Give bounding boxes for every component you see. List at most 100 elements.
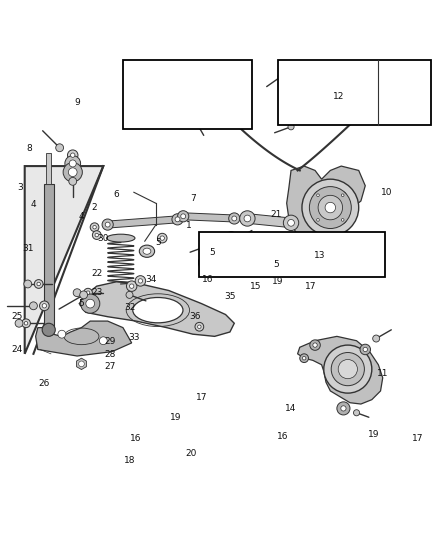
Circle shape — [181, 214, 186, 219]
Text: 16: 16 — [130, 434, 142, 443]
Circle shape — [81, 294, 100, 313]
Text: 28: 28 — [104, 350, 116, 359]
Circle shape — [69, 177, 77, 185]
Circle shape — [95, 233, 99, 237]
Text: 17: 17 — [412, 434, 424, 443]
Circle shape — [389, 86, 403, 100]
Polygon shape — [77, 358, 86, 369]
Circle shape — [130, 284, 134, 288]
Text: 22: 22 — [91, 269, 102, 278]
Text: 12: 12 — [333, 92, 345, 101]
Ellipse shape — [106, 234, 135, 242]
Circle shape — [278, 74, 284, 79]
Circle shape — [67, 150, 78, 160]
Circle shape — [204, 258, 212, 267]
Circle shape — [142, 68, 148, 75]
Circle shape — [244, 215, 251, 222]
Circle shape — [230, 92, 239, 101]
Circle shape — [314, 216, 321, 223]
Text: 19: 19 — [272, 277, 284, 286]
Circle shape — [224, 98, 230, 103]
Bar — [278, 60, 431, 125]
Circle shape — [302, 179, 359, 236]
Circle shape — [279, 91, 294, 107]
Text: 34: 34 — [146, 275, 157, 284]
Circle shape — [195, 322, 204, 331]
Text: 19: 19 — [368, 430, 380, 439]
Text: 2: 2 — [92, 203, 97, 212]
Circle shape — [314, 192, 321, 199]
Text: 16: 16 — [202, 275, 214, 284]
Text: 4: 4 — [79, 212, 84, 221]
Circle shape — [84, 288, 92, 297]
Circle shape — [283, 215, 299, 231]
Circle shape — [150, 115, 153, 118]
Circle shape — [92, 231, 101, 239]
Circle shape — [198, 325, 201, 328]
Circle shape — [42, 304, 46, 308]
Circle shape — [15, 319, 23, 327]
Circle shape — [147, 112, 155, 121]
Circle shape — [233, 94, 236, 98]
Bar — [199, 231, 385, 277]
Ellipse shape — [139, 245, 155, 257]
Circle shape — [56, 144, 64, 152]
Circle shape — [233, 240, 240, 246]
Circle shape — [393, 90, 399, 96]
Circle shape — [324, 345, 372, 393]
Polygon shape — [107, 216, 178, 228]
Circle shape — [341, 219, 344, 221]
Text: 9: 9 — [74, 98, 80, 107]
Text: 32: 32 — [124, 303, 135, 312]
Circle shape — [363, 348, 367, 352]
Circle shape — [157, 233, 167, 243]
Circle shape — [317, 194, 319, 197]
Text: 24: 24 — [12, 345, 23, 354]
Ellipse shape — [133, 297, 183, 323]
Circle shape — [127, 281, 137, 292]
Circle shape — [71, 153, 75, 157]
Circle shape — [360, 344, 371, 354]
Text: 33: 33 — [128, 333, 140, 342]
Circle shape — [229, 235, 233, 239]
Circle shape — [34, 280, 43, 288]
Circle shape — [331, 352, 364, 386]
Circle shape — [302, 357, 306, 360]
Circle shape — [24, 321, 28, 325]
Circle shape — [138, 279, 143, 283]
Circle shape — [374, 238, 377, 241]
Text: 7: 7 — [190, 195, 196, 203]
Text: 19: 19 — [170, 413, 181, 422]
Circle shape — [353, 410, 360, 416]
Text: 1: 1 — [186, 221, 191, 230]
Circle shape — [314, 234, 321, 240]
Circle shape — [73, 289, 81, 297]
Bar — [44, 183, 53, 330]
Circle shape — [24, 280, 32, 288]
Circle shape — [334, 66, 344, 77]
Text: 35: 35 — [224, 292, 236, 301]
Circle shape — [313, 343, 317, 348]
Polygon shape — [206, 256, 371, 268]
Circle shape — [69, 160, 76, 167]
Circle shape — [217, 92, 226, 101]
Circle shape — [80, 291, 88, 299]
Text: 4: 4 — [31, 199, 36, 208]
Circle shape — [192, 117, 198, 123]
Text: 5: 5 — [209, 248, 215, 256]
Polygon shape — [297, 336, 383, 404]
Circle shape — [105, 222, 110, 227]
Circle shape — [172, 214, 183, 225]
Circle shape — [86, 291, 90, 294]
Polygon shape — [183, 213, 234, 222]
Polygon shape — [79, 282, 234, 336]
Text: 31: 31 — [22, 244, 34, 253]
Circle shape — [317, 219, 319, 221]
Circle shape — [278, 261, 281, 264]
Circle shape — [160, 236, 164, 240]
Text: 21: 21 — [270, 209, 282, 219]
Circle shape — [240, 211, 255, 226]
Circle shape — [300, 354, 308, 362]
Circle shape — [338, 359, 357, 379]
Circle shape — [360, 252, 379, 271]
